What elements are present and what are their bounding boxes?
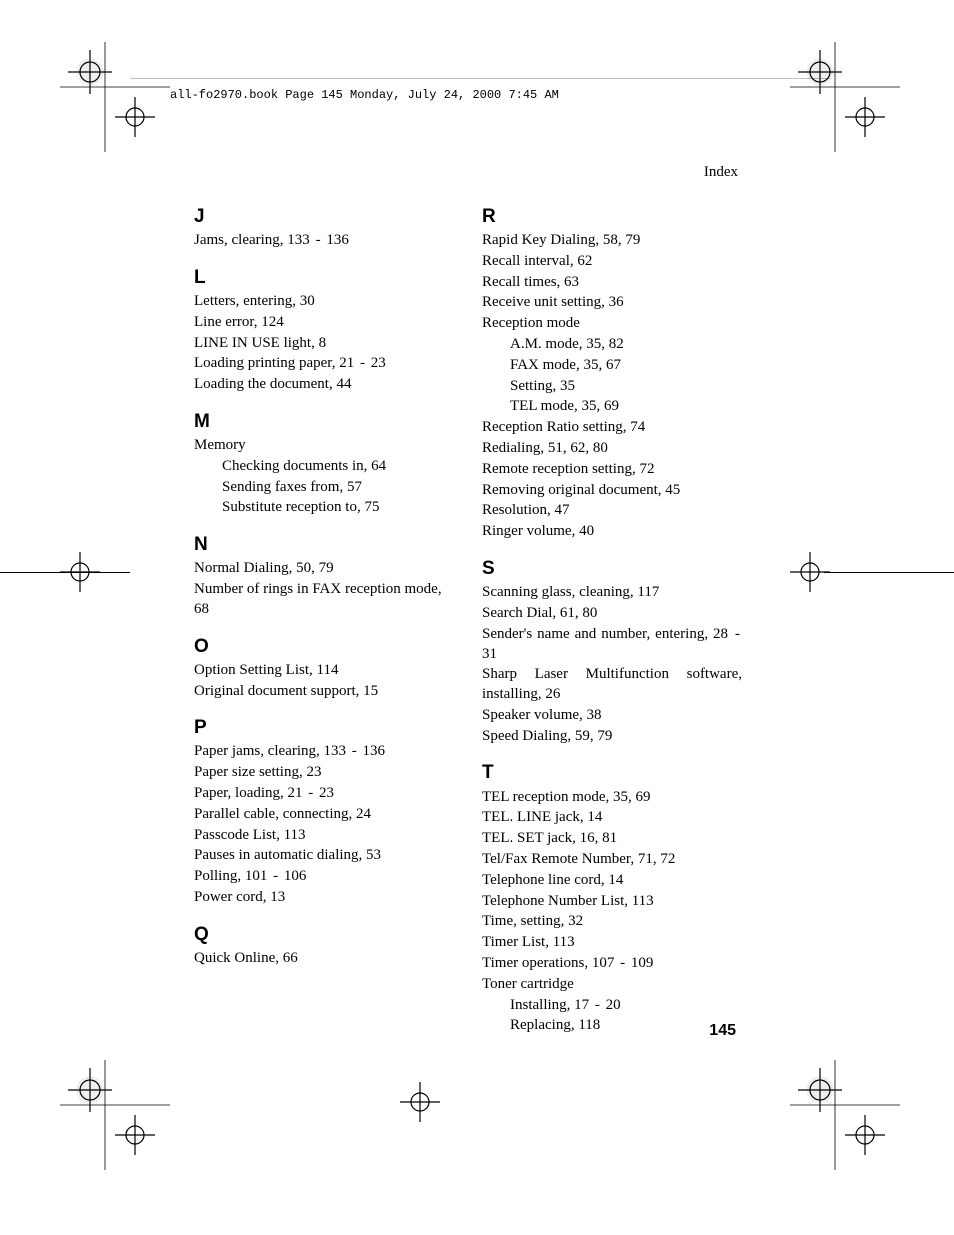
index-entry: Jams, clearing, 133 - 136 [194, 231, 454, 251]
index-entry: Timer List, 113 [482, 933, 742, 953]
index-entry: TEL. SET jack, 16, 81 [482, 829, 742, 849]
index-entry: Line error, 124 [194, 313, 454, 333]
index-subentry: Setting, 35 [510, 377, 742, 397]
index-entry: Power cord, 13 [194, 888, 454, 908]
index-entry: Remote reception setting, 72 [482, 460, 742, 480]
index-entry: Quick Online, 66 [194, 949, 454, 969]
index-entry: Option Setting List, 114 [194, 661, 454, 681]
index-entry: Reception Ratio setting, 74 [482, 418, 742, 438]
index-entry: Memory [194, 436, 454, 456]
index-entry: Rapid Key Dialing, 58, 79 [482, 231, 742, 251]
header-rule [130, 78, 830, 79]
index-subentry: Replacing, 118 [510, 1016, 742, 1036]
registration-mark-icon [400, 1082, 440, 1122]
index-entry: Redialing, 51, 62, 80 [482, 439, 742, 459]
index-entry: Pauses in automatic dialing, 53 [194, 846, 454, 866]
index-entry: Parallel cable, connecting, 24 [194, 805, 454, 825]
index-entry: Paper size setting, 23 [194, 763, 454, 783]
registration-mark-icon [60, 1060, 170, 1170]
index-entry: Removing original document, 45 [482, 481, 742, 501]
index-entry: Speaker volume, 38 [482, 706, 742, 726]
section-letter-t: T [482, 760, 742, 785]
section-letter-q: Q [194, 922, 454, 947]
index-subentry: Installing, 17 - 20 [510, 996, 742, 1016]
index-entry: Number of rings in FAX reception mode, 6… [194, 580, 454, 620]
crop-line [824, 572, 954, 573]
index-entry: Ringer volume, 40 [482, 522, 742, 542]
registration-mark-icon [790, 1060, 900, 1170]
registration-mark-icon [60, 42, 170, 152]
header-file-info: all-fo2970.book Page 145 Monday, July 24… [170, 88, 559, 102]
crop-line [0, 572, 130, 573]
index-entry: LINE IN USE light, 8 [194, 334, 454, 354]
index-entry: Timer operations, 107 - 109 [482, 954, 742, 974]
index-entry: TEL. LINE jack, 14 [482, 808, 742, 828]
index-entry: Tel/Fax Remote Number, 71, 72 [482, 850, 742, 870]
index-subentry: A.M. mode, 35, 82 [510, 335, 742, 355]
index-subentry: Checking documents in, 64 [222, 457, 454, 477]
section-letter-s: S [482, 556, 742, 581]
index-entry: Normal Dialing, 50, 79 [194, 559, 454, 579]
left-column: J Jams, clearing, 133 - 136 L Letters, e… [194, 204, 454, 1037]
section-letter-o: O [194, 634, 454, 659]
index-entry: Paper, loading, 21 - 23 [194, 784, 454, 804]
index-entry: Speed Dialing, 59, 79 [482, 727, 742, 747]
section-letter-m: M [194, 409, 454, 434]
index-entry: Recall times, 63 [482, 273, 742, 293]
section-letter-r: R [482, 204, 742, 229]
running-head: Index [704, 164, 738, 181]
index-entry: Search Dial, 61, 80 [482, 604, 742, 624]
index-entry: Telephone line cord, 14 [482, 871, 742, 891]
index-content: J Jams, clearing, 133 - 136 L Letters, e… [194, 204, 742, 1037]
index-entry: Telephone Number List, 113 [482, 892, 742, 912]
index-entry: Resolution, 47 [482, 501, 742, 521]
index-entry: Loading printing paper, 21 - 23 [194, 354, 454, 374]
index-entry: Scanning glass, cleaning, 117 [482, 583, 742, 603]
section-letter-j: J [194, 204, 454, 229]
index-subentry: Sending faxes from, 57 [222, 478, 454, 498]
page-number: 145 [709, 1022, 736, 1040]
index-entry: Sharp Laser Multifunction software, inst… [482, 665, 742, 705]
index-entry: Reception mode [482, 314, 742, 334]
index-entry: TEL reception mode, 35, 69 [482, 788, 742, 808]
section-letter-n: N [194, 532, 454, 557]
index-entry: Loading the document, 44 [194, 375, 454, 395]
index-entry: Recall interval, 62 [482, 252, 742, 272]
index-subentry: TEL mode, 35, 69 [510, 397, 742, 417]
section-letter-p: P [194, 715, 454, 740]
index-entry: Receive unit setting, 36 [482, 293, 742, 313]
index-entry: Original document support, 15 [194, 682, 454, 702]
index-entry: Letters, entering, 30 [194, 292, 454, 312]
index-entry: Time, setting, 32 [482, 912, 742, 932]
index-subentry: Substitute reception to, 75 [222, 498, 454, 518]
section-letter-l: L [194, 265, 454, 290]
index-entry: Paper jams, clearing, 133 - 136 [194, 742, 454, 762]
index-entry: Sender's name and number, entering, 28 -… [482, 625, 742, 665]
index-entry: Polling, 101 - 106 [194, 867, 454, 887]
index-entry: Toner cartridge [482, 975, 742, 995]
index-subentry: FAX mode, 35, 67 [510, 356, 742, 376]
right-column: R Rapid Key Dialing, 58, 79 Recall inter… [482, 204, 742, 1037]
registration-mark-icon [790, 42, 900, 152]
index-entry: Passcode List, 113 [194, 826, 454, 846]
